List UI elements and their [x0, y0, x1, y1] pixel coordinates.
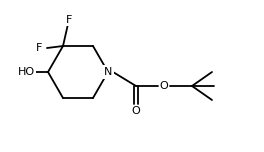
Text: N: N — [104, 67, 112, 77]
Text: O: O — [160, 81, 168, 91]
Text: F: F — [66, 15, 72, 25]
Text: O: O — [132, 106, 140, 116]
Text: HO: HO — [17, 67, 35, 77]
Text: F: F — [36, 43, 42, 53]
